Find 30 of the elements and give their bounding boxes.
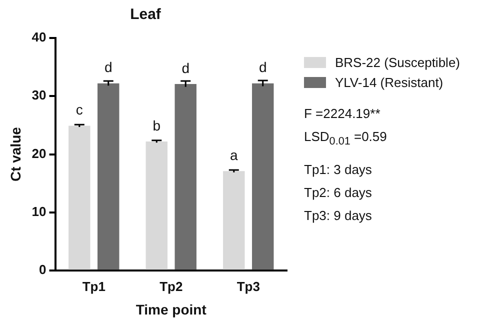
legend-label: BRS-22 (Susceptible) bbox=[335, 55, 460, 70]
y-axis-title: Ct value bbox=[7, 126, 24, 182]
bar bbox=[252, 83, 274, 270]
text: Tp2: 6 days bbox=[304, 184, 373, 200]
x-tick-label: Tp1 bbox=[82, 278, 106, 294]
x-tick-label: Tp2 bbox=[160, 278, 183, 294]
y-tick-label: 20 bbox=[32, 146, 46, 161]
y-tick-label: 10 bbox=[32, 204, 46, 220]
y-tick-label: 0 bbox=[39, 262, 46, 278]
y-tick-label: 30 bbox=[32, 88, 46, 103]
annotation: d bbox=[258, 59, 267, 76]
bar bbox=[146, 142, 168, 270]
annotation: a bbox=[230, 147, 238, 164]
annotation: d bbox=[104, 59, 112, 76]
annotation: c bbox=[76, 102, 83, 118]
bar bbox=[68, 126, 90, 270]
bar bbox=[174, 84, 196, 270]
x-axis-title: Time point bbox=[136, 301, 207, 318]
text: Tp1: 3 days bbox=[304, 162, 373, 177]
legend-label: YLV-14 (Resistant) bbox=[335, 75, 444, 90]
annotation: d bbox=[182, 60, 190, 76]
x-tick-label: Tp3 bbox=[236, 278, 260, 294]
annotation: b bbox=[152, 117, 161, 134]
chart-title: Leaf bbox=[130, 6, 162, 24]
bar bbox=[98, 83, 120, 270]
text: F =2224.19** bbox=[304, 106, 382, 121]
bar bbox=[223, 171, 245, 270]
y-tick-label: 40 bbox=[32, 30, 46, 45]
text: Tp3: 9 days bbox=[304, 208, 373, 223]
text: LSD$_{0.01}$ =0.59 bbox=[304, 129, 387, 148]
